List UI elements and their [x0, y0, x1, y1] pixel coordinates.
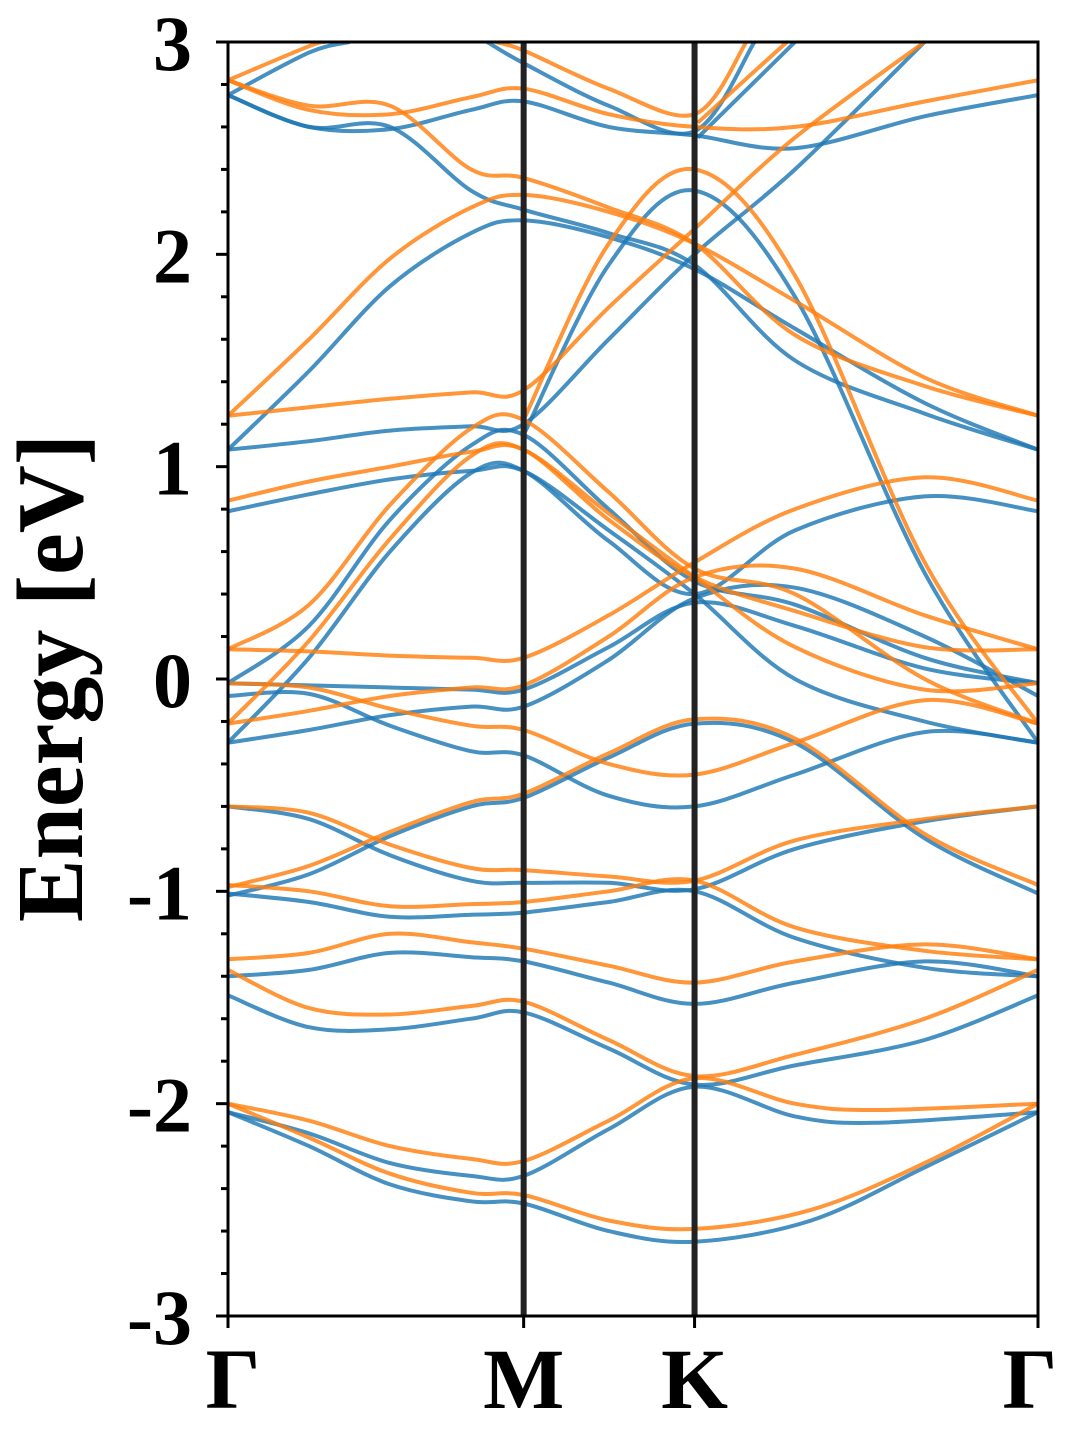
- band-line: [228, 412, 1038, 726]
- band-line: [521, 166, 1038, 725]
- band-line: [228, 1084, 1038, 1182]
- band-line: [228, 93, 1038, 452]
- band-line: [228, 720, 1038, 898]
- y-tick-label: 3: [153, 0, 192, 87]
- band-line: [228, 218, 1038, 452]
- band-line: [228, 443, 1038, 694]
- band-line: [696, 42, 789, 125]
- band-line: [228, 192, 1038, 418]
- y-tick-label: -2: [127, 1062, 192, 1149]
- band-line: [228, 804, 1038, 885]
- bands-layer: [228, 42, 1038, 1245]
- symmetry-lines: [520, 42, 698, 1316]
- band-line: [228, 441, 1038, 725]
- band-line: [228, 42, 927, 452]
- band-line: [228, 475, 1038, 663]
- band-line: [228, 1076, 1038, 1166]
- band-line: [228, 1110, 1038, 1245]
- band-line: [228, 887, 1038, 979]
- band-line: [228, 42, 326, 83]
- band-line: [228, 993, 1038, 1087]
- band-line: [494, 42, 749, 118]
- band-line: [228, 931, 1038, 985]
- y-tick-label: 1: [153, 425, 192, 512]
- band-line: [228, 78, 1038, 132]
- y-axis-label: Energy [eV]: [0, 434, 103, 922]
- x-tick-label: M: [483, 1331, 564, 1427]
- y-tick-label: 2: [153, 212, 192, 299]
- band-line: [228, 690, 1038, 810]
- y-tick-label: 0: [153, 637, 192, 724]
- band-line: [228, 460, 1038, 745]
- x-tick-label: K: [661, 1331, 728, 1427]
- band-line: [696, 42, 797, 140]
- band-line: [228, 968, 1038, 1079]
- x-tick-label: Γ: [1003, 1331, 1058, 1427]
- band-line: [228, 600, 1038, 695]
- y-tick-label: -3: [127, 1274, 192, 1361]
- band-line: [228, 93, 1038, 151]
- band-line: [228, 804, 1038, 893]
- band-line: [228, 464, 1038, 745]
- band-line: [228, 563, 1038, 726]
- band-line: [228, 582, 1038, 745]
- band-line: [228, 681, 1038, 778]
- band-line: [228, 877, 1038, 962]
- band-line: [228, 78, 1038, 418]
- band-line: [228, 1101, 1038, 1232]
- band-line: [521, 188, 1038, 744]
- y-axis-ticks: -3 -2 -1 0 1 2 3: [127, 0, 228, 1361]
- x-tick-label: Γ: [206, 1331, 261, 1427]
- band-line: [228, 950, 1038, 1006]
- band-line: [228, 716, 1038, 890]
- y-tick-label: -1: [127, 849, 192, 936]
